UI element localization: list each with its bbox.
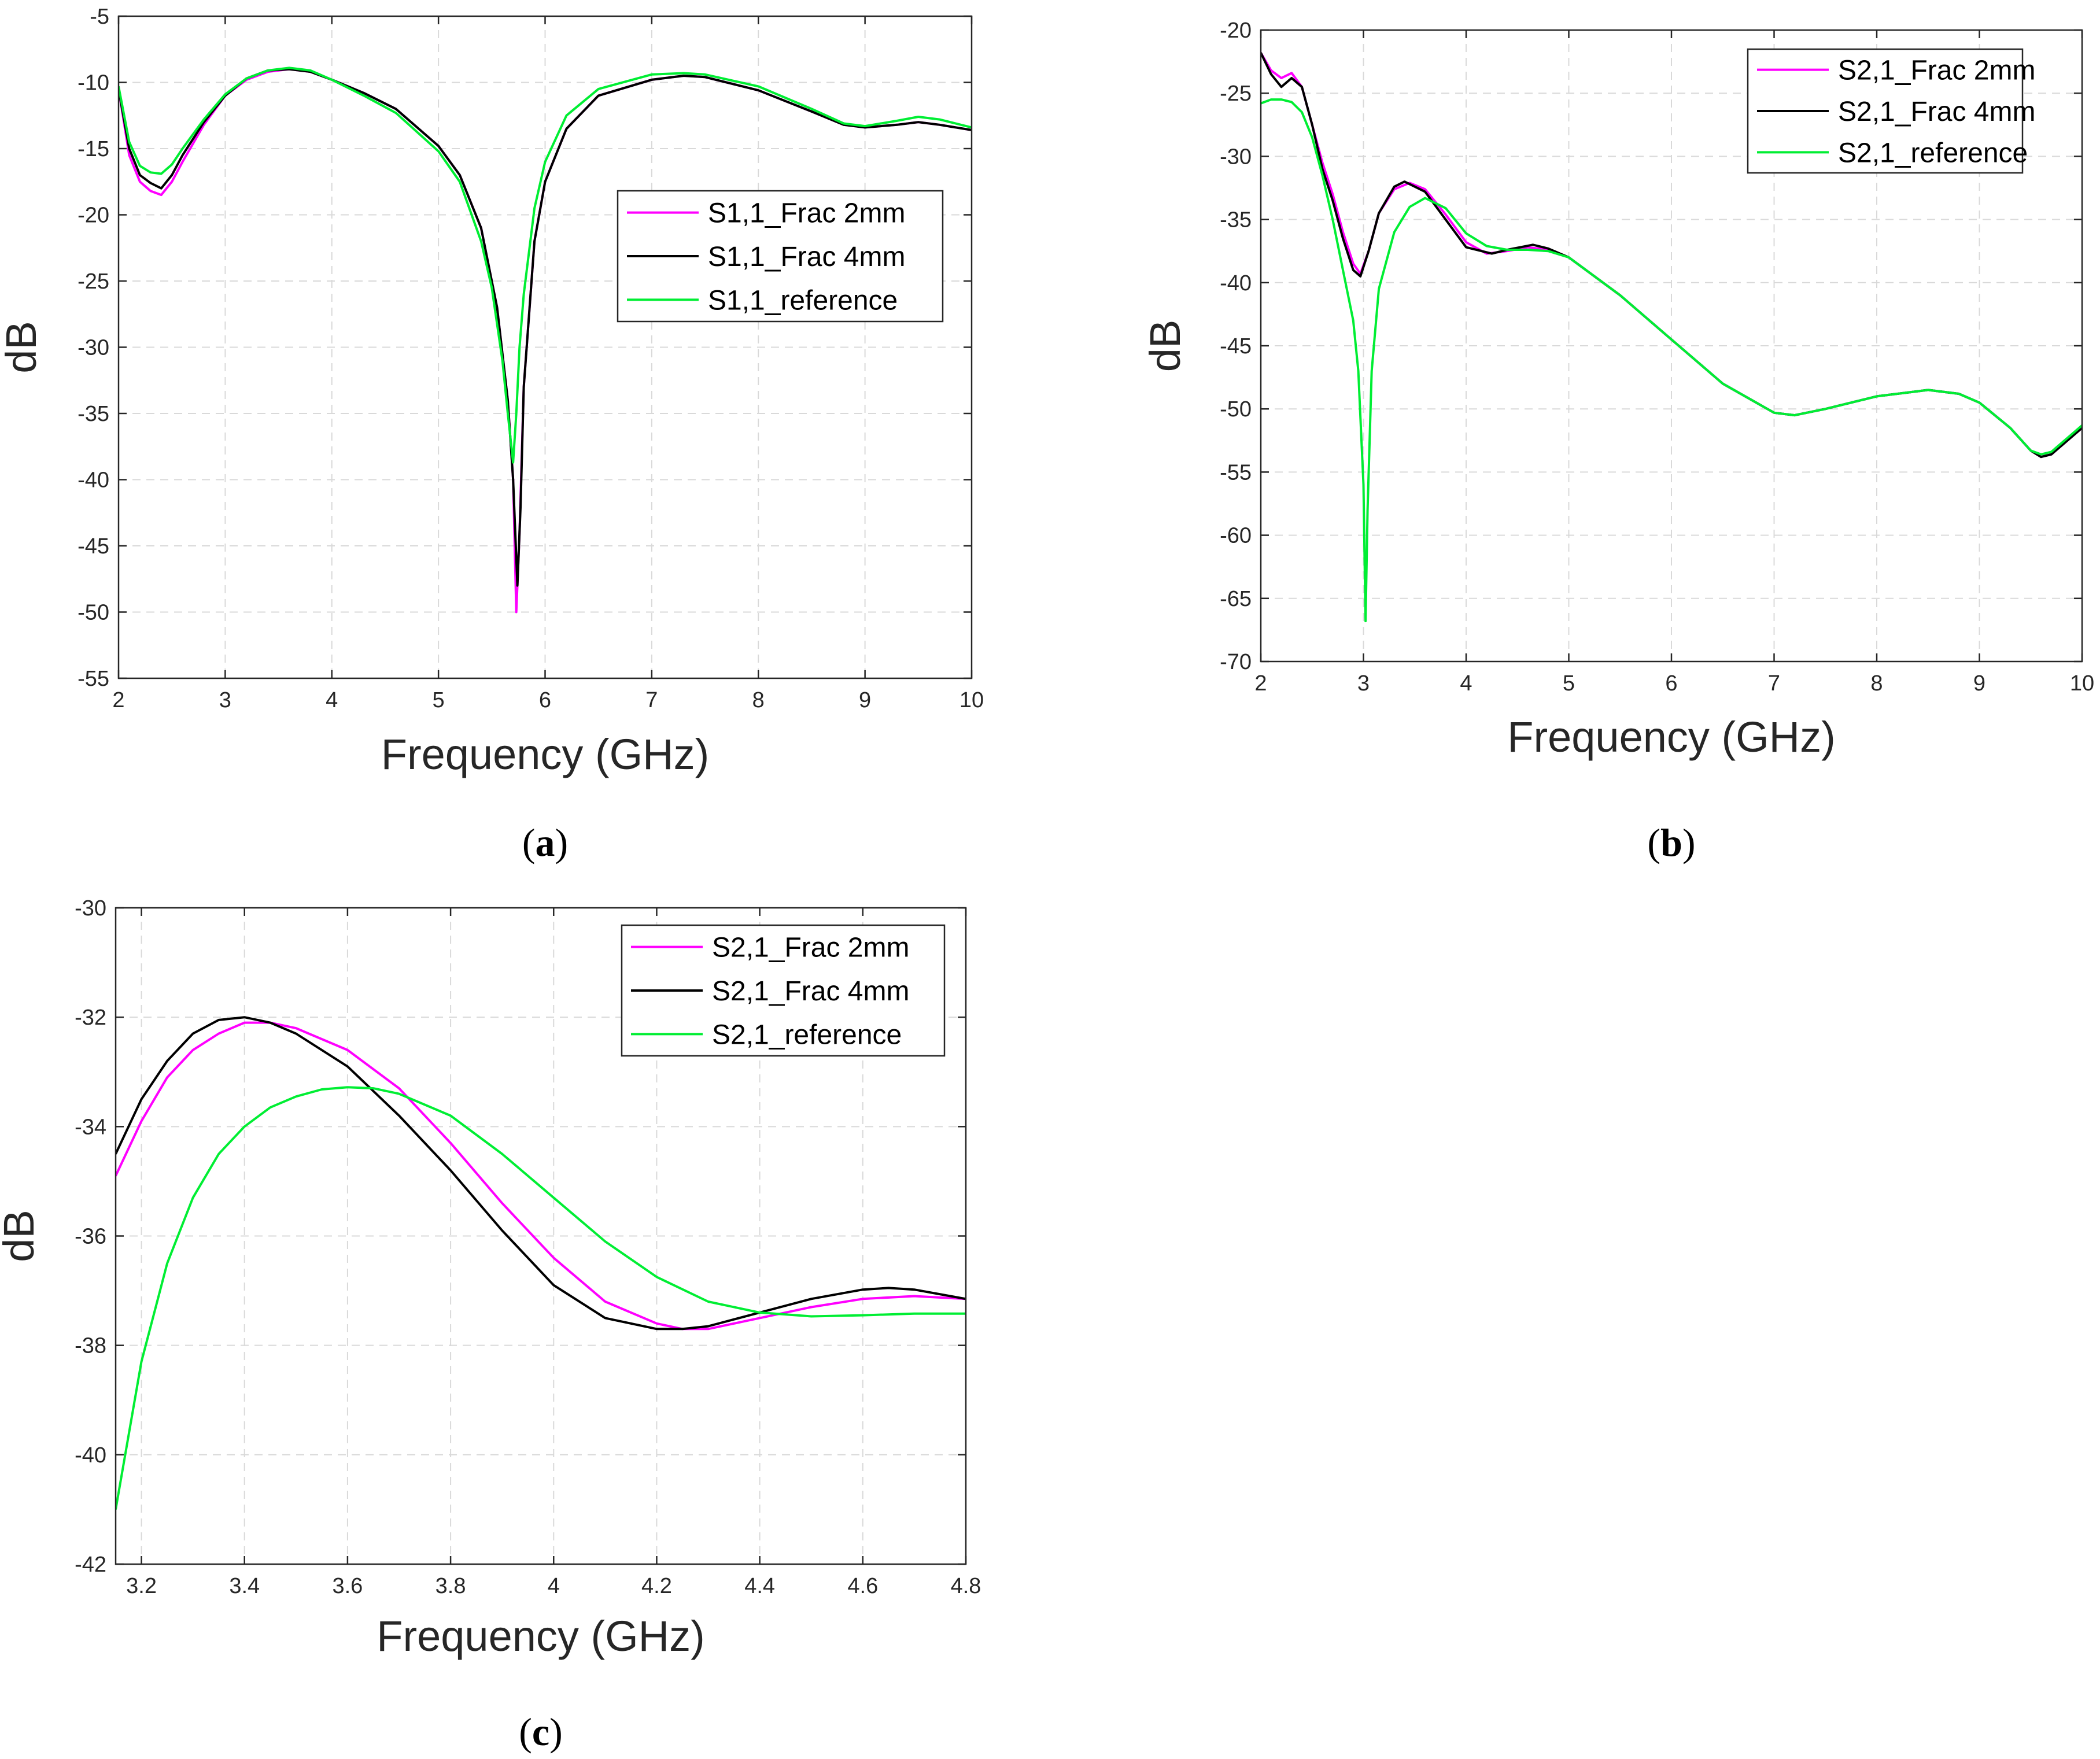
x-tick-label: 4 <box>548 1574 560 1598</box>
x-tick-label: 10 <box>959 688 984 712</box>
chart-b: 2 3 4 5 6 7 8 9 10 -70 -65 -60 -55 -50 -45 -40 -35 -30 -25… <box>1141 19 2094 864</box>
x-tick-label: 7 <box>1768 671 1780 696</box>
x-tick-label: 2 <box>1254 671 1267 696</box>
x-tick-label: 9 <box>859 688 871 712</box>
legend-label: S1,1_reference <box>708 285 898 316</box>
series-line-2 <box>116 1016 966 1331</box>
x-tick-label: 3.6 <box>332 1574 363 1598</box>
x-tick-label: 9 <box>1973 671 1985 696</box>
x-tick-label: 4.6 <box>847 1574 878 1598</box>
caption-letter: b <box>1660 821 1682 864</box>
y-tick-label: -55 <box>1220 460 1252 485</box>
y-tick-label: -20 <box>77 204 109 228</box>
y-tick-label: -30 <box>77 336 109 360</box>
x-tick-label: 3 <box>219 688 231 712</box>
y-tick-label: -45 <box>1220 334 1252 359</box>
y-tick-label: -60 <box>1220 524 1252 548</box>
caption-open-paren: ( <box>522 821 536 864</box>
x-tick-label: 6 <box>539 688 551 712</box>
legend-label: S2,1_Frac 4mm <box>1838 97 2035 127</box>
figure-caption: (c) <box>519 1710 563 1754</box>
series-line-3 <box>1261 98 2082 623</box>
y-axis-label: dB <box>0 321 45 374</box>
x-tick-label: 5 <box>433 688 445 712</box>
y-tick-label: -70 <box>1220 650 1252 674</box>
figure-caption: (a) <box>522 821 568 864</box>
y-tick-label: -50 <box>77 601 109 625</box>
x-tick-label: 3 <box>1357 671 1370 696</box>
y-tick-label: -30 <box>75 896 106 921</box>
y-tick-label: -30 <box>1220 145 1252 169</box>
chart-c: 3.2 3.4 3.6 3.8 4 4.2 4.4 4.6 4.8 -42 -40 -38 -36 -34… <box>0 896 981 1754</box>
y-tick-label: -34 <box>75 1115 106 1139</box>
y-tick-label: -15 <box>77 137 109 161</box>
legend-label: S2,1_reference <box>1838 138 2028 168</box>
x-tick-label: 6 <box>1665 671 1677 696</box>
y-tick-label: -10 <box>77 71 109 95</box>
x-axis-label: Frequency (GHz) <box>1507 713 1835 761</box>
x-tick-label: 4.4 <box>744 1574 775 1598</box>
legend-label: S2,1_Frac 4mm <box>712 976 909 1007</box>
x-axis-label: Frequency (GHz) <box>377 1612 704 1660</box>
legend-label: S2,1_Frac 2mm <box>712 933 909 963</box>
x-axis-label: Frequency (GHz) <box>381 730 709 778</box>
legend: S2,1_Frac 2mm S2,1_Frac 4mm S2,1_reference <box>1747 48 2035 174</box>
y-tick-label: -38 <box>75 1334 106 1358</box>
chart-a: 2 3 4 5 6 7 8 9 10 -55 -50 -45 -40 -35 -30 -25 -20 -15 -10… <box>0 5 984 864</box>
y-tick-label: -55 <box>77 667 109 691</box>
y-tick-label: -35 <box>77 402 109 426</box>
x-tick-label: 4.2 <box>641 1574 672 1598</box>
legend-label: S2,1_reference <box>712 1019 902 1050</box>
y-tick-label: -32 <box>75 1006 106 1030</box>
legend: S2,1_Frac 2mm S2,1_Frac 4mm S2,1_reference <box>621 924 946 1057</box>
y-tick-label: -50 <box>1220 397 1252 422</box>
caption-close-paren: ) <box>1682 821 1696 864</box>
x-tick-label: 3.8 <box>435 1574 466 1598</box>
y-tick-label: -35 <box>1220 208 1252 232</box>
x-tick-label: 5 <box>1563 671 1575 696</box>
series-line-1 <box>116 1021 966 1331</box>
legend-label: S1,1_Frac 2mm <box>708 198 905 229</box>
x-tick-label: 2 <box>112 688 124 712</box>
y-axis-label: dB <box>1141 320 1189 372</box>
caption-open-paren: ( <box>519 1710 532 1754</box>
caption-letter: a <box>536 821 555 864</box>
caption-close-paren: ) <box>549 1710 563 1754</box>
caption-open-paren: ( <box>1647 821 1660 864</box>
x-tick-label: 7 <box>645 688 658 712</box>
x-tick-label: 4 <box>1460 671 1472 696</box>
x-tick-label: 10 <box>2070 671 2094 696</box>
y-tick-label: -42 <box>75 1553 106 1577</box>
x-tick-label: 3.2 <box>126 1574 157 1598</box>
legend: S1,1_Frac 2mm S1,1_Frac 4mm S1,1_reference <box>617 190 944 323</box>
legend-label: S1,1_Frac 4mm <box>708 242 905 272</box>
y-tick-label: -36 <box>75 1225 106 1249</box>
y-tick-label: -40 <box>77 468 109 493</box>
series-line-3 <box>119 66 972 464</box>
x-tick-label: 8 <box>1870 671 1883 696</box>
y-tick-label: -40 <box>1220 271 1252 295</box>
y-tick-label: -25 <box>1220 82 1252 106</box>
x-tick-label: 4.8 <box>951 1574 981 1598</box>
caption-close-paren: ) <box>555 821 569 864</box>
y-tick-label: -5 <box>90 5 109 29</box>
y-tick-label: -20 <box>1220 19 1252 43</box>
x-tick-label: 4 <box>326 688 338 712</box>
y-tick-label: -40 <box>75 1443 106 1468</box>
x-tick-label: 8 <box>752 688 765 712</box>
y-axis-label: dB <box>0 1210 43 1262</box>
y-tick-label: -25 <box>77 269 109 294</box>
figure-caption: (b) <box>1647 821 1695 864</box>
legend-label: S2,1_Frac 2mm <box>1838 56 2035 86</box>
series-line-3 <box>116 1086 966 1510</box>
caption-letter: c <box>532 1710 549 1754</box>
y-tick-label: -45 <box>77 534 109 559</box>
x-tick-label: 3.4 <box>229 1574 260 1598</box>
y-tick-label: -65 <box>1220 587 1252 611</box>
